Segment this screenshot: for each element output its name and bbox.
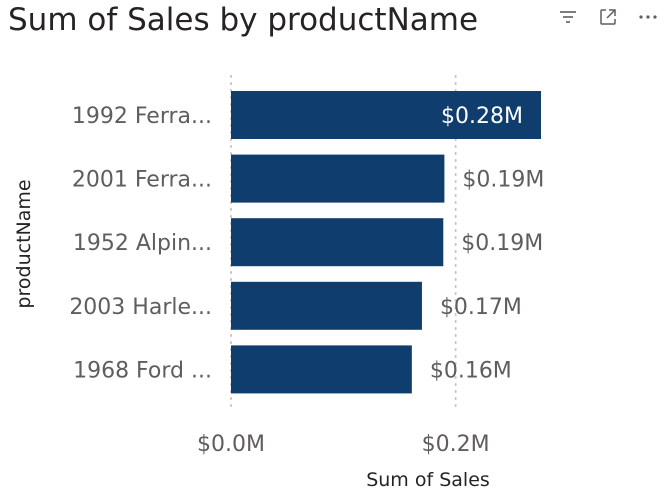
x-axis-ticks: $0.0M $0.2M	[197, 432, 490, 457]
chart-title: Sum of Sales by productName	[8, 2, 479, 38]
data-labels: $0.28M $0.19M $0.19M $0.17M $0.16M	[430, 104, 545, 383]
bar[interactable]	[231, 345, 412, 394]
data-label: $0.19M	[462, 168, 544, 193]
category-label: 1952 Alpin...	[73, 231, 212, 256]
category-label: 2001 Ferra...	[72, 168, 212, 193]
category-label: 2003 Harle...	[69, 295, 212, 320]
data-label: $0.28M	[441, 104, 523, 129]
data-label: $0.16M	[430, 358, 512, 383]
more-options-icon[interactable]	[637, 6, 659, 28]
category-label: 1992 Ferra...	[72, 104, 212, 129]
x-tick-label: $0.2M	[422, 432, 490, 457]
data-label: $0.19M	[461, 231, 543, 256]
filter-icon[interactable]	[557, 6, 579, 28]
visual-header-toolbar	[557, 6, 659, 28]
bar[interactable]	[231, 154, 445, 203]
x-axis-title: Sum of Sales	[366, 469, 490, 491]
y-axis-title: productName	[13, 179, 35, 308]
bar[interactable]	[231, 281, 422, 330]
bar[interactable]	[231, 218, 444, 267]
x-tick-label: $0.0M	[197, 432, 265, 457]
bars	[231, 91, 541, 394]
category-labels: 1992 Ferra... 2001 Ferra... 1952 Alpin... 2…	[69, 104, 212, 383]
focus-mode-icon[interactable]	[597, 6, 619, 28]
bar[interactable]	[231, 91, 541, 139]
category-label: 1968 Ford ...	[73, 358, 212, 383]
data-label: $0.17M	[440, 295, 522, 320]
